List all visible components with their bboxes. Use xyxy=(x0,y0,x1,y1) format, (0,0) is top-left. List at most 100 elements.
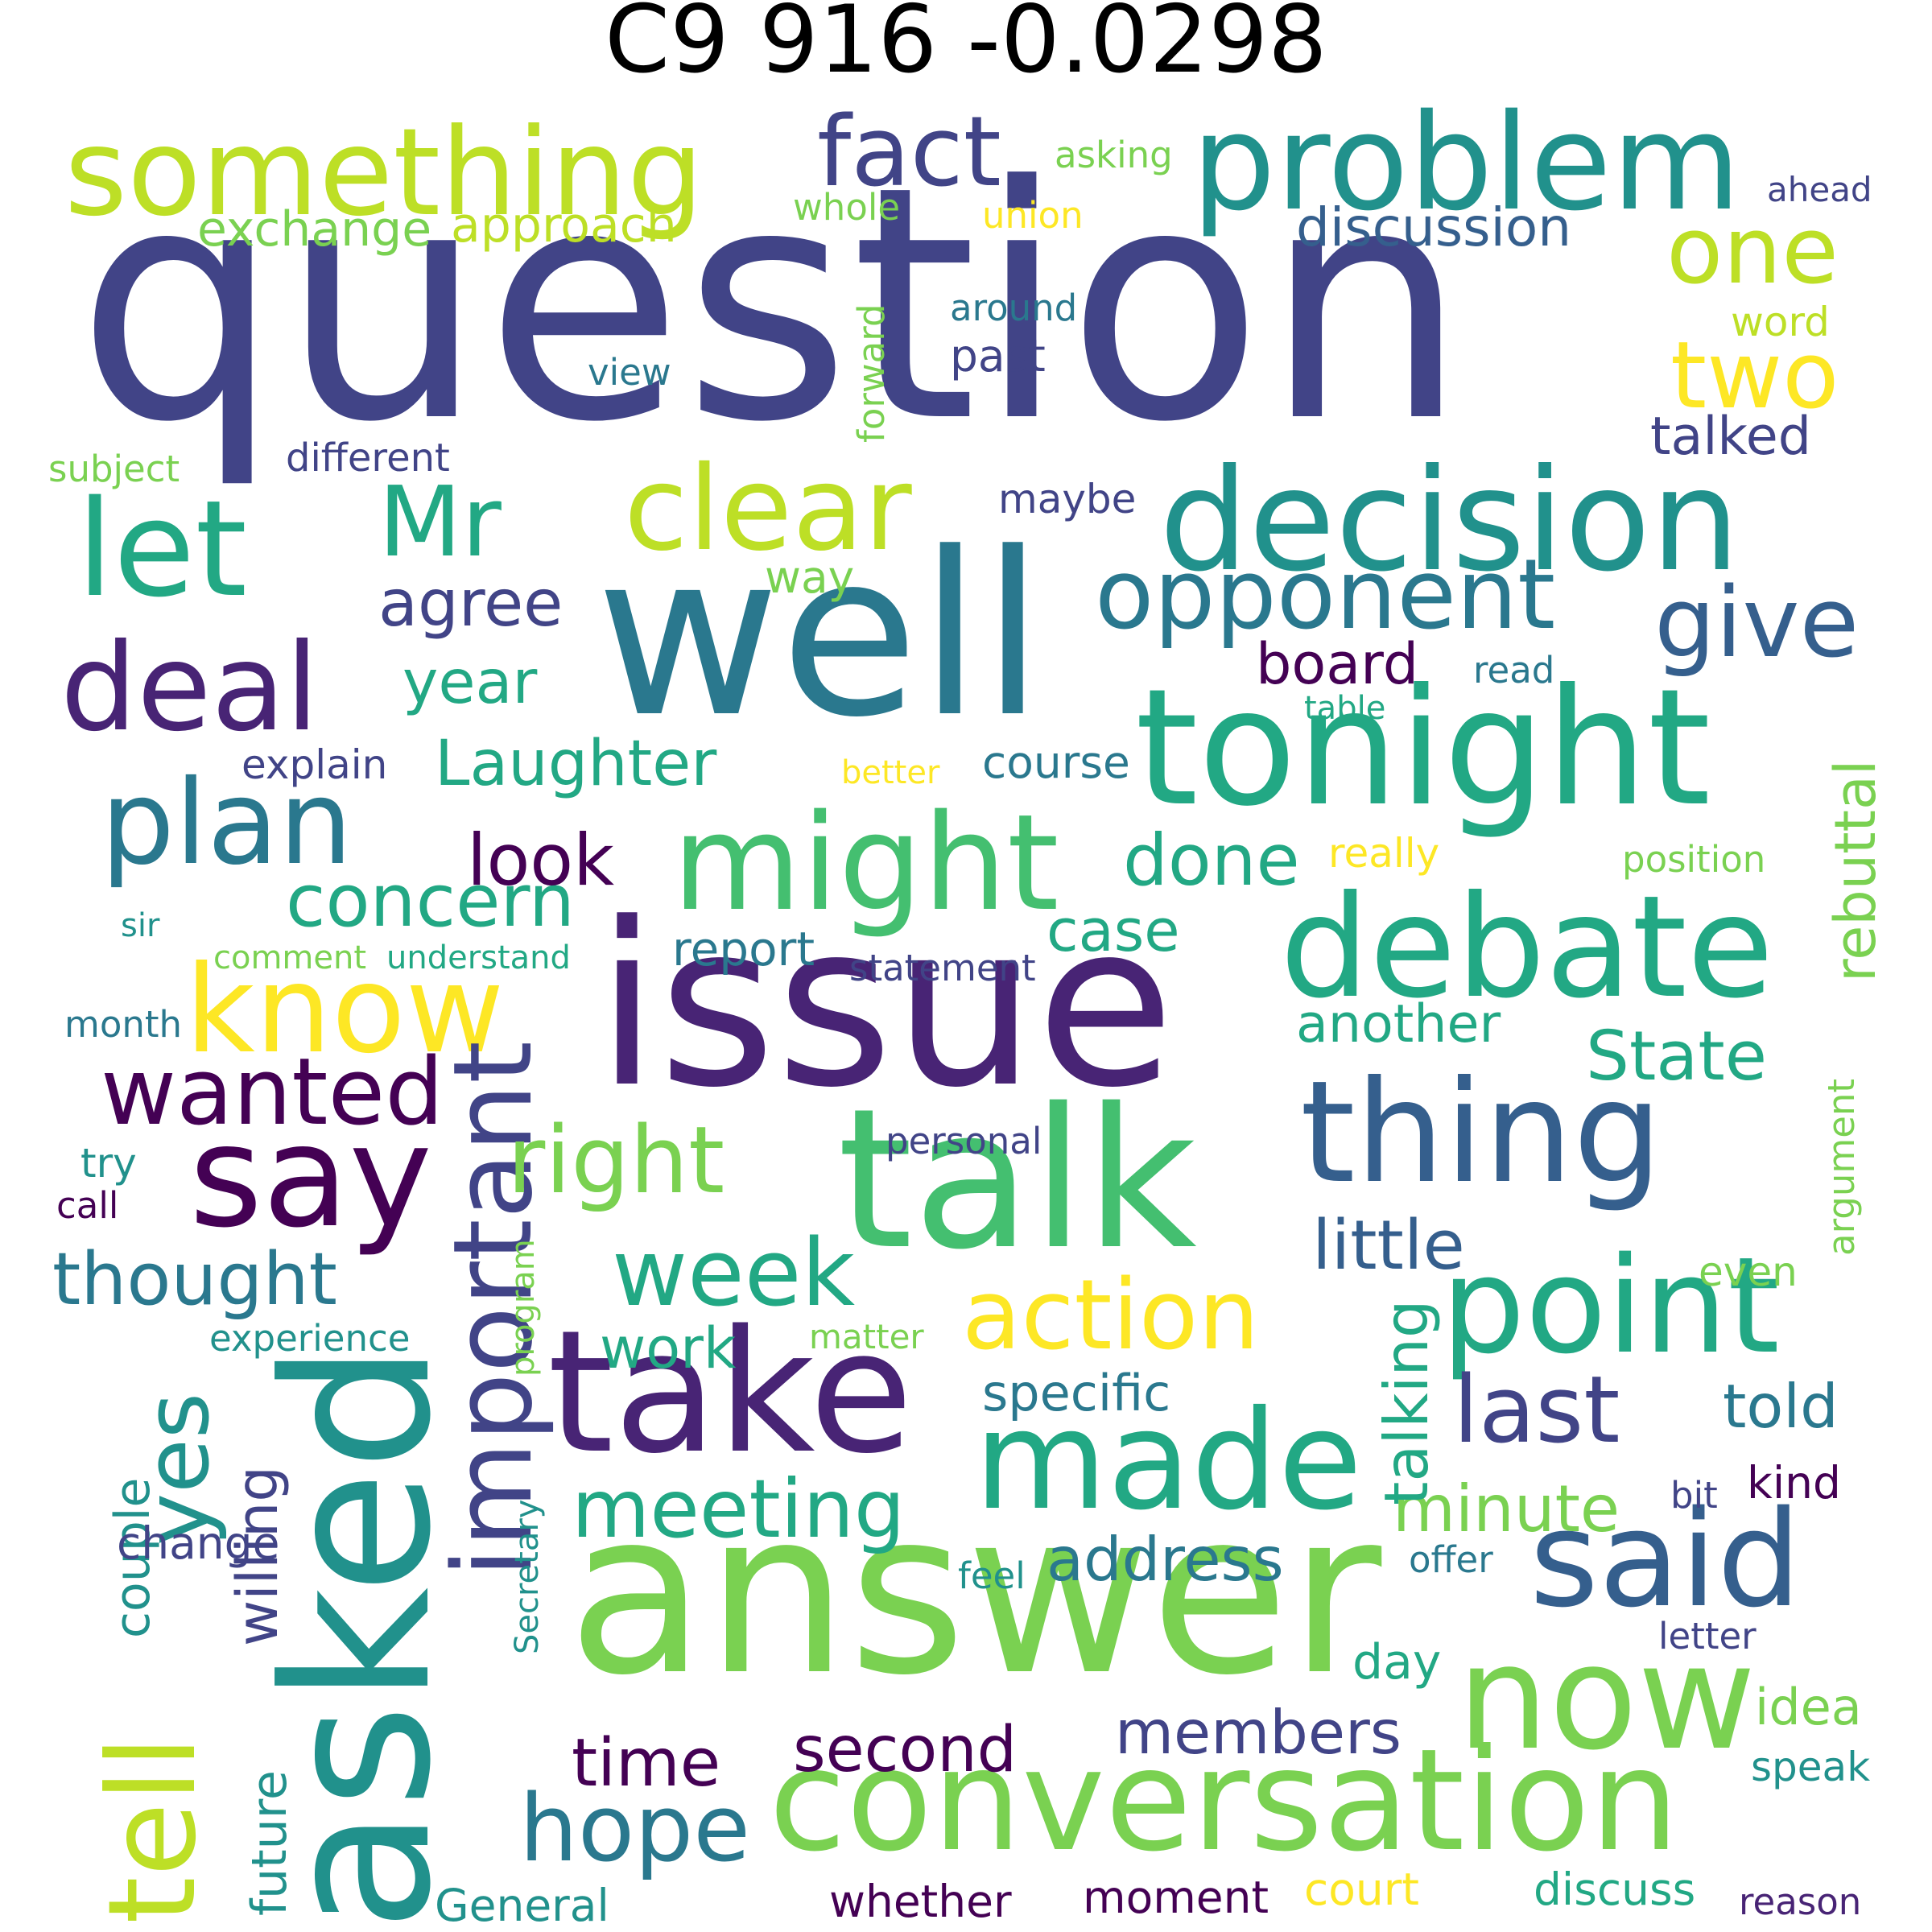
word-two: two xyxy=(1670,322,1839,430)
word-view: view xyxy=(588,351,671,394)
word-letter: letter xyxy=(1658,1615,1757,1657)
word-general: General xyxy=(435,1880,609,1931)
word-word: word xyxy=(1731,299,1830,345)
word-let: let xyxy=(76,472,248,626)
word-agree: agree xyxy=(378,566,564,641)
word-thought: thought xyxy=(52,1237,337,1322)
word-give: give xyxy=(1654,568,1860,679)
word-second: second xyxy=(793,1714,1018,1786)
word-state: State xyxy=(1586,1017,1767,1096)
word-made: made xyxy=(974,1381,1363,1541)
word-course: course xyxy=(982,737,1130,788)
word-moment: moment xyxy=(1083,1872,1269,1923)
word-forward: forward xyxy=(850,303,893,443)
word-maybe: maybe xyxy=(998,476,1137,522)
word-talked: talked xyxy=(1650,407,1811,467)
word-conversation: conversation xyxy=(769,1719,1680,1883)
word-action: action xyxy=(962,1260,1260,1372)
word-members: members xyxy=(1115,1697,1402,1768)
word-past: past xyxy=(950,330,1046,382)
word-little: little xyxy=(1312,1206,1465,1286)
word-last: last xyxy=(1453,1356,1620,1464)
word-idea: idea xyxy=(1755,1678,1862,1736)
word-whether: whether xyxy=(829,1876,1012,1927)
word-laughter: Laughter xyxy=(435,728,717,800)
word-year: year xyxy=(402,646,538,717)
word-might: might xyxy=(672,786,1059,940)
word-even: even xyxy=(1699,1249,1798,1295)
word-mr: Mr xyxy=(378,467,502,579)
word-address: address xyxy=(1046,1524,1284,1595)
word-position: position xyxy=(1622,838,1766,881)
word-way: way xyxy=(765,551,855,603)
word-read: read xyxy=(1473,649,1555,691)
word-answer: answer xyxy=(568,1463,1382,1725)
word-rebuttal: rebuttal xyxy=(1823,759,1889,982)
word-personal: personal xyxy=(886,1120,1042,1162)
word-month: month xyxy=(64,1003,183,1046)
word-asking: asking xyxy=(1055,134,1173,176)
word-point: point xyxy=(1441,1228,1780,1383)
word-better: better xyxy=(841,754,940,791)
word-tonight: tonight xyxy=(1135,654,1711,842)
word-tell: tell xyxy=(83,1735,223,1924)
word-whole: whole xyxy=(793,186,901,229)
word-feel: feel xyxy=(958,1554,1026,1597)
word-look: look xyxy=(467,819,615,902)
word-sir: sir xyxy=(121,907,160,944)
word-problem: problem xyxy=(1191,85,1741,240)
word-one: one xyxy=(1666,197,1839,305)
word-work: work xyxy=(600,1315,737,1381)
word-said: said xyxy=(1530,1482,1802,1637)
word-discussion: discussion xyxy=(1296,196,1572,258)
word-subject: subject xyxy=(48,448,180,490)
word-ahead: ahead xyxy=(1767,170,1872,209)
word-another: another xyxy=(1296,994,1501,1055)
chart-title: C9 916 -0.0298 xyxy=(605,0,1327,94)
word-say: say xyxy=(189,1096,432,1259)
word-specific: specific xyxy=(982,1364,1171,1422)
word-experience: experience xyxy=(209,1317,411,1360)
word-around: around xyxy=(950,287,1078,329)
word-approach: approach xyxy=(451,197,677,254)
word-concern: concern xyxy=(286,859,575,943)
word-know: know xyxy=(185,940,505,1080)
word-explain: explain xyxy=(242,741,388,788)
word-decision: decision xyxy=(1159,440,1740,603)
word-discuss: discuss xyxy=(1534,1864,1696,1915)
word-thing: thing xyxy=(1300,1051,1663,1215)
word-now: now xyxy=(1457,1614,1757,1782)
word-understand: understand xyxy=(386,939,571,976)
word-exchange: exchange xyxy=(197,201,432,258)
word-board: board xyxy=(1256,631,1419,697)
word-debate: debate xyxy=(1280,866,1774,1030)
word-try: try xyxy=(80,1140,137,1187)
word-meeting: meeting xyxy=(572,1462,906,1556)
word-matter: matter xyxy=(809,1317,924,1356)
word-reason: reason xyxy=(1739,1880,1862,1923)
word-union: union xyxy=(982,194,1084,237)
word-bit: bit xyxy=(1670,1474,1718,1517)
word-future: future xyxy=(242,1770,298,1916)
word-week: week xyxy=(612,1220,856,1327)
word-talking: talking xyxy=(1371,1299,1442,1505)
word-told: told xyxy=(1723,1371,1839,1442)
word-deal: deal xyxy=(60,618,320,758)
word-call: call xyxy=(56,1184,119,1227)
word-well: well xyxy=(596,505,1044,767)
word-argument: argument xyxy=(1820,1078,1863,1256)
word-plan: plan xyxy=(101,755,353,891)
word-report: report xyxy=(672,922,815,976)
word-offer: offer xyxy=(1409,1538,1493,1581)
word-clear: clear xyxy=(624,441,912,577)
word-day: day xyxy=(1352,1634,1442,1690)
word-wanted: wanted xyxy=(101,1038,444,1146)
word-change: change xyxy=(117,1517,280,1569)
word-done: done xyxy=(1123,819,1300,902)
word-minute: minute xyxy=(1393,1472,1620,1546)
word-take: take xyxy=(547,1294,914,1491)
word-court: court xyxy=(1304,1864,1419,1915)
word-really: really xyxy=(1328,830,1440,877)
word-program: program xyxy=(505,1239,542,1377)
